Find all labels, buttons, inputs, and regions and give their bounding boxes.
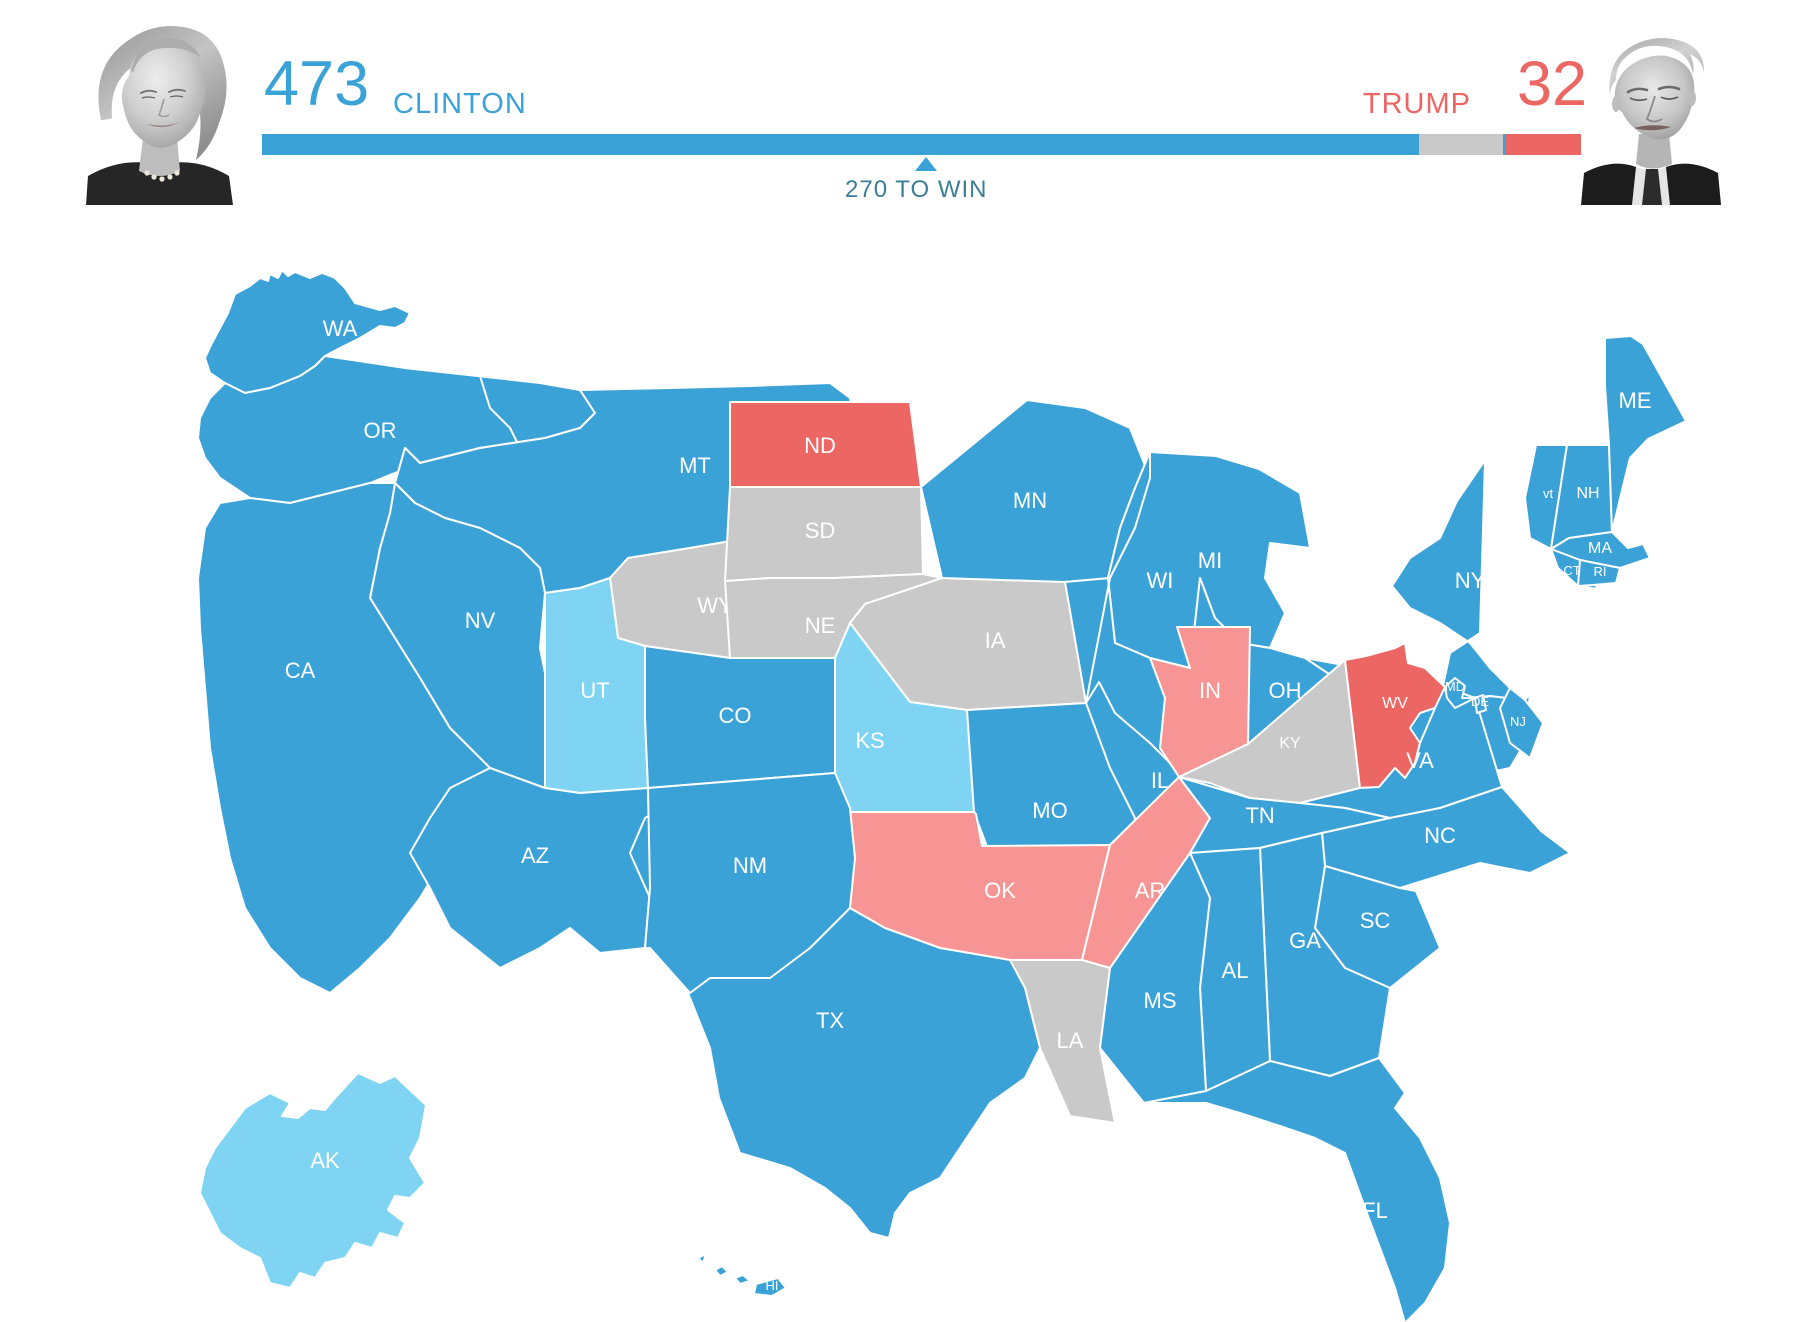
svg-text:NV: NV	[465, 608, 496, 633]
svg-text:CA: CA	[285, 658, 316, 683]
svg-text:FL: FL	[1362, 1198, 1388, 1223]
svg-text:IN: IN	[1199, 678, 1221, 703]
svg-text:OK: OK	[984, 878, 1016, 903]
svg-text:MT: MT	[679, 453, 711, 478]
svg-text:OR: OR	[364, 418, 397, 443]
svg-text:NY: NY	[1455, 568, 1486, 593]
svg-text:KY: KY	[1279, 735, 1301, 752]
svg-text:NC: NC	[1424, 823, 1456, 848]
svg-text:NE: NE	[805, 613, 836, 638]
svg-text:MN: MN	[1013, 488, 1047, 513]
svg-text:AK: AK	[310, 1148, 340, 1173]
svg-text:MA: MA	[1588, 540, 1612, 557]
svg-text:AZ: AZ	[521, 843, 549, 868]
svg-text:VA: VA	[1406, 748, 1434, 773]
svg-text:CO: CO	[719, 703, 752, 728]
svg-text:HI: HI	[766, 1278, 779, 1293]
svg-text:MS: MS	[1144, 988, 1177, 1013]
svg-text:NH: NH	[1576, 485, 1599, 502]
svg-text:IA: IA	[985, 628, 1006, 653]
svg-text:WV: WV	[1382, 695, 1408, 712]
svg-text:KS: KS	[855, 728, 884, 753]
svg-text:MO: MO	[1032, 798, 1067, 823]
svg-text:UT: UT	[580, 678, 609, 703]
svg-text:LA: LA	[1057, 1028, 1084, 1053]
svg-text:ME: ME	[1619, 388, 1652, 413]
svg-text:MD: MD	[1445, 679, 1465, 694]
svg-text:SD: SD	[805, 518, 836, 543]
svg-text:AL: AL	[1222, 958, 1249, 983]
svg-text:SC: SC	[1360, 908, 1391, 933]
svg-text:MI: MI	[1198, 548, 1222, 573]
svg-text:GA: GA	[1289, 928, 1321, 953]
svg-text:RI: RI	[1594, 564, 1607, 579]
svg-text:ND: ND	[804, 433, 836, 458]
svg-text:WA: WA	[323, 316, 358, 341]
svg-text:NJ: NJ	[1510, 714, 1526, 729]
svg-text:vt: vt	[1543, 486, 1554, 501]
svg-text:OH: OH	[1269, 678, 1302, 703]
svg-text:DE: DE	[1471, 694, 1489, 709]
svg-text:TN: TN	[1245, 803, 1274, 828]
svg-text:NM: NM	[733, 853, 767, 878]
svg-text:WI: WI	[1147, 568, 1174, 593]
svg-text:TX: TX	[816, 1008, 844, 1033]
